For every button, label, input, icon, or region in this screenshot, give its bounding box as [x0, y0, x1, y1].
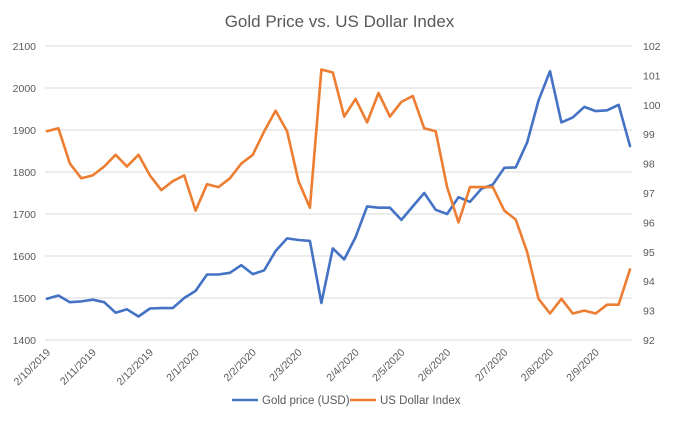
legend: Gold price (USD) US Dollar Index [232, 395, 461, 407]
right-tick-label: 101 [643, 70, 661, 82]
x-tick-label: 2/5/2020 [370, 347, 407, 384]
x-tick-label: 2/4/2020 [324, 347, 361, 384]
right-tick-label: 96 [643, 217, 655, 229]
x-tick-label: 2/8/2020 [519, 347, 556, 384]
x-tick-label: 2/7/2020 [473, 347, 510, 384]
series-line-gold-price-usd [45, 69, 632, 318]
right-axis-tick-labels: 92 93 94 95 96 97 98 99 100 101 102 [643, 41, 661, 347]
right-tick-label: 97 [643, 188, 655, 200]
x-tick-label: 2/2/2020 [221, 347, 258, 384]
series-line-us-dollar-index [45, 68, 632, 315]
legend-label: US Dollar Index [380, 395, 461, 407]
x-tick-label: 2/12/2019 [114, 347, 156, 389]
x-tick-label: 2/10/2019 [12, 347, 54, 389]
x-tick-label: 2/9/2020 [564, 347, 601, 384]
legend-label: Gold price (USD) [262, 395, 350, 407]
x-axis-tick-labels: 2/10/2019 2/11/2019 2/12/2019 2/1/2020 2/2/2… [12, 347, 602, 389]
x-tick-label: 2/1/2020 [164, 347, 201, 384]
series-layer [45, 68, 632, 318]
chart-title: Gold Price vs. US Dollar Index [225, 12, 455, 31]
gridlines [45, 45, 632, 341]
x-tick-label: 2/3/2020 [267, 347, 304, 384]
x-tick-label: 2/6/2020 [416, 347, 453, 384]
right-tick-label: 93 [643, 306, 655, 318]
right-tick-label: 100 [643, 100, 661, 112]
left-tick-label: 2100 [13, 41, 37, 53]
x-tick-label: 2/11/2019 [58, 347, 99, 388]
right-tick-label: 98 [643, 159, 655, 171]
left-tick-label: 2000 [13, 83, 37, 95]
left-axis-tick-labels: 1400 1500 1600 1700 1800 1900 2000 2100 [13, 41, 37, 347]
left-tick-label: 1600 [13, 251, 37, 263]
left-tick-label: 1500 [13, 293, 37, 305]
left-tick-label: 1800 [13, 167, 37, 179]
left-tick-label: 1700 [13, 209, 37, 221]
left-tick-label: 1400 [13, 335, 37, 347]
right-tick-label: 94 [643, 276, 655, 288]
left-tick-label: 1900 [13, 125, 37, 137]
right-tick-label: 102 [643, 41, 661, 53]
right-tick-label: 95 [643, 247, 655, 259]
right-tick-label: 92 [643, 335, 655, 347]
right-tick-label: 99 [643, 129, 655, 141]
